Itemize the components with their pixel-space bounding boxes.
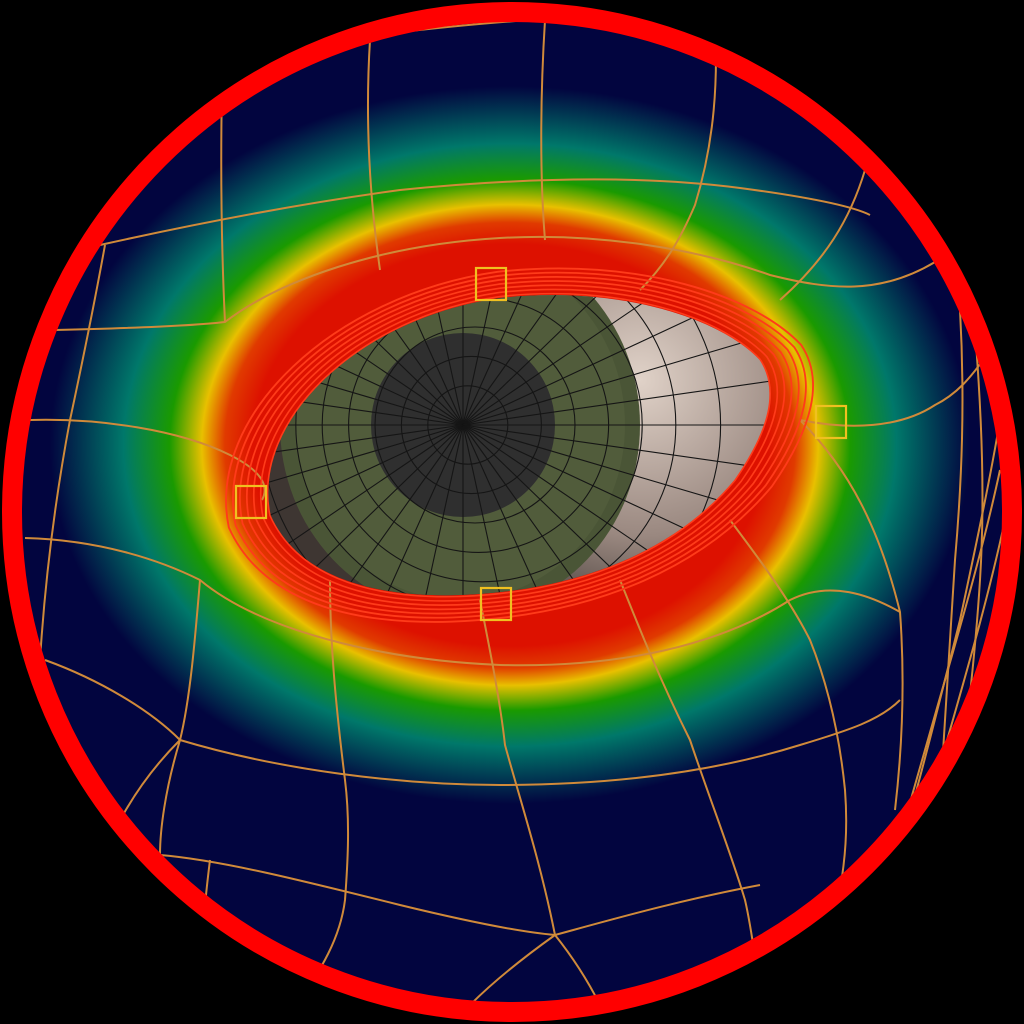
vertex-handle-left[interactable] xyxy=(234,484,268,520)
vertex-handle-top[interactable] xyxy=(474,266,508,302)
socket-edge-loops xyxy=(225,267,814,623)
vertex-handle-bottom[interactable] xyxy=(479,586,513,622)
surface-wireframe xyxy=(24,20,1004,1004)
vertex-handle-right[interactable] xyxy=(814,404,848,440)
